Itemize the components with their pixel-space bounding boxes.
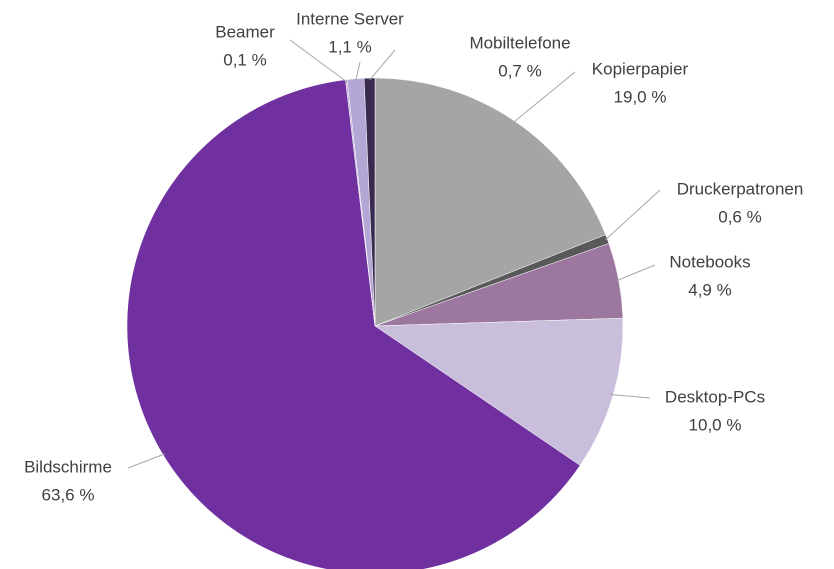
leader-line — [611, 394, 651, 399]
pie-slice — [363, 77, 376, 327]
leader-line — [616, 264, 656, 282]
leader-line — [605, 189, 661, 241]
slice-value-label: 1,1 % — [328, 37, 371, 56]
slice-value-label: 4,9 % — [688, 280, 731, 299]
leader-line — [127, 453, 166, 469]
leader-line — [355, 61, 361, 81]
slice-label: Desktop-PCs — [665, 387, 765, 406]
slice-label: Mobiltelefone — [469, 33, 570, 52]
slice-label: Interne Server — [296, 9, 404, 28]
slice-label: Bildschirme — [24, 457, 112, 476]
slice-value-label: 19,0 % — [614, 87, 667, 106]
leader-line — [512, 71, 576, 123]
slice-label: Beamer — [215, 22, 275, 41]
slice-value-label: 0,7 % — [498, 61, 541, 80]
slice-label: Kopierpapier — [592, 59, 689, 78]
slice-value-label: 0,6 % — [718, 207, 761, 226]
slice-value-label: 63,6 % — [42, 485, 95, 504]
slice-label: Notebooks — [669, 252, 750, 271]
leader-line — [289, 39, 347, 83]
slice-value-label: 0,1 % — [223, 50, 266, 69]
slice-value-label: 10,0 % — [689, 415, 742, 434]
slice-label: Druckerpatronen — [677, 179, 804, 198]
leader-line — [369, 49, 396, 81]
pie-slice — [374, 77, 606, 327]
